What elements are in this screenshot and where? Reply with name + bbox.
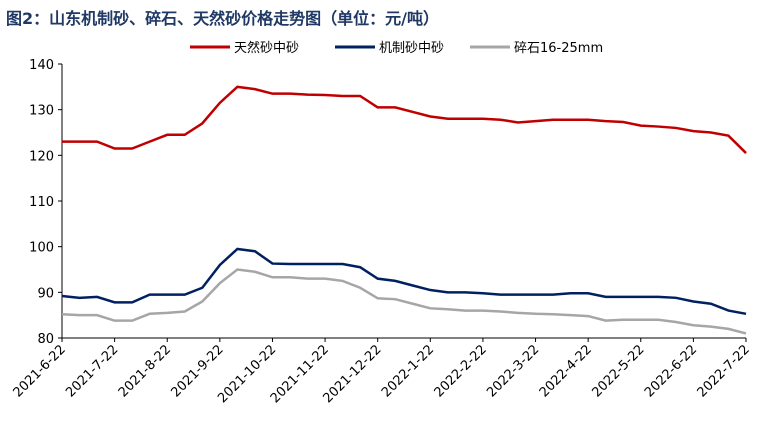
x-tick-label: 2022-2-22 [432, 342, 490, 400]
x-tick-label: 2022-1-22 [379, 342, 437, 400]
y-tick-label: 130 [29, 104, 54, 119]
x-tick-label: 2021-6-22 [11, 342, 69, 400]
y-tick-label: 140 [29, 58, 54, 73]
x-tick-label: 2021-7-22 [63, 342, 121, 400]
x-tick-label: 2022-7-22 [695, 342, 753, 400]
x-tick-label: 2022-5-22 [589, 342, 647, 400]
chart-title: 图2：山东机制砂、碎石、天然砂价格走势图（单位：元/吨） [6, 9, 439, 28]
y-tick-label: 90 [37, 286, 54, 301]
legend-label: 碎石16-25mm [514, 41, 603, 56]
legend-label: 天然砂中砂 [234, 40, 299, 56]
legend-label: 机制砂中砂 [379, 41, 444, 56]
x-tick-label: 2022-4-22 [537, 342, 595, 400]
y-tick-label: 100 [29, 241, 54, 256]
x-tick-label: 2021-8-22 [116, 342, 174, 400]
x-tick-label: 2022-6-22 [642, 342, 700, 400]
series-line [62, 85, 747, 154]
y-tick-label: 110 [29, 195, 54, 210]
y-tick-label: 80 [37, 332, 54, 347]
series-line [61, 247, 747, 316]
series-line [61, 268, 747, 335]
x-tick-label: 2022-3-22 [484, 342, 542, 400]
y-tick-label: 120 [29, 149, 54, 164]
